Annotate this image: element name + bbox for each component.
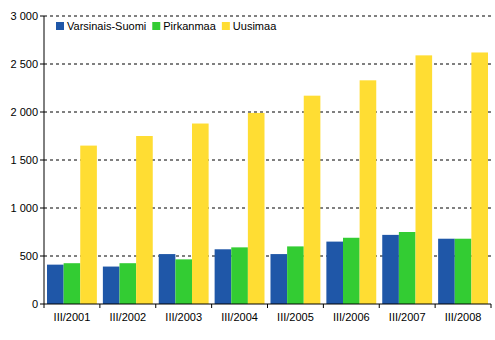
bar bbox=[120, 263, 137, 304]
bar bbox=[287, 246, 304, 304]
legend-label: Varsinais-Suomi bbox=[67, 20, 146, 32]
y-tick-label: 2 500 bbox=[10, 58, 38, 70]
x-tick-label: III/2008 bbox=[445, 311, 482, 323]
bar bbox=[80, 146, 97, 304]
bar bbox=[192, 124, 209, 304]
x-tick bbox=[267, 304, 268, 308]
y-tick bbox=[40, 64, 44, 65]
y-axis bbox=[44, 16, 45, 304]
bar bbox=[64, 263, 81, 304]
y-tick-label: 0 bbox=[32, 298, 38, 310]
bar bbox=[159, 254, 176, 304]
y-tick bbox=[40, 304, 44, 305]
y-tick bbox=[40, 112, 44, 113]
legend-swatch bbox=[152, 22, 160, 30]
y-tick bbox=[40, 160, 44, 161]
bar bbox=[438, 239, 455, 304]
bar bbox=[455, 239, 472, 304]
legend-swatch bbox=[56, 22, 64, 30]
legend: Varsinais-Suomi Pirkanmaa Uusimaa bbox=[52, 18, 282, 34]
x-tick bbox=[211, 304, 212, 308]
x-tick bbox=[323, 304, 324, 308]
bar bbox=[175, 259, 192, 304]
bar bbox=[360, 80, 377, 304]
bar bbox=[215, 249, 232, 304]
x-tick-label: III/2003 bbox=[165, 311, 202, 323]
y-tick-label: 500 bbox=[20, 250, 38, 262]
x-tick-label: III/2004 bbox=[221, 311, 258, 323]
x-tick-label: III/2001 bbox=[54, 311, 91, 323]
bar bbox=[248, 113, 265, 304]
x-tick bbox=[44, 304, 45, 308]
legend-label: Pirkanmaa bbox=[163, 20, 216, 32]
x-tick-label: III/2002 bbox=[109, 311, 146, 323]
bar bbox=[399, 232, 416, 304]
bar bbox=[326, 242, 343, 304]
legend-label: Uusimaa bbox=[233, 20, 277, 32]
x-tick bbox=[491, 304, 492, 308]
grid-line bbox=[44, 16, 491, 17]
bar bbox=[471, 52, 488, 304]
y-tick bbox=[40, 16, 44, 17]
bar bbox=[416, 55, 433, 304]
legend-swatch bbox=[222, 22, 230, 30]
x-tick-label: III/2005 bbox=[277, 311, 314, 323]
x-tick-label: III/2006 bbox=[333, 311, 370, 323]
bar bbox=[271, 254, 288, 304]
bar bbox=[304, 96, 321, 304]
x-tick bbox=[379, 304, 380, 308]
y-tick bbox=[40, 208, 44, 209]
bars bbox=[47, 52, 488, 304]
bar bbox=[231, 247, 248, 304]
bar bbox=[103, 267, 120, 304]
y-tick-label: 3 000 bbox=[10, 10, 38, 22]
y-tick-label: 1 500 bbox=[10, 154, 38, 166]
x-tick bbox=[99, 304, 100, 308]
bar bbox=[47, 265, 64, 304]
y-tick-label: 1 000 bbox=[10, 202, 38, 214]
legend-background bbox=[52, 18, 282, 34]
bar bbox=[136, 136, 153, 304]
y-tick-label: 2 000 bbox=[10, 106, 38, 118]
y-tick bbox=[40, 256, 44, 257]
x-tick-label: III/2007 bbox=[389, 311, 426, 323]
x-tick bbox=[435, 304, 436, 308]
chart-svg: 0 500 1 000 1 500 2 000 2 500 3 000 III/2001 III… bbox=[0, 0, 495, 340]
bar bbox=[382, 235, 399, 304]
bar bbox=[343, 238, 360, 304]
x-tick bbox=[155, 304, 156, 308]
chart: 0 500 1 000 1 500 2 000 2 500 3 000 III/2001 III… bbox=[0, 0, 495, 340]
